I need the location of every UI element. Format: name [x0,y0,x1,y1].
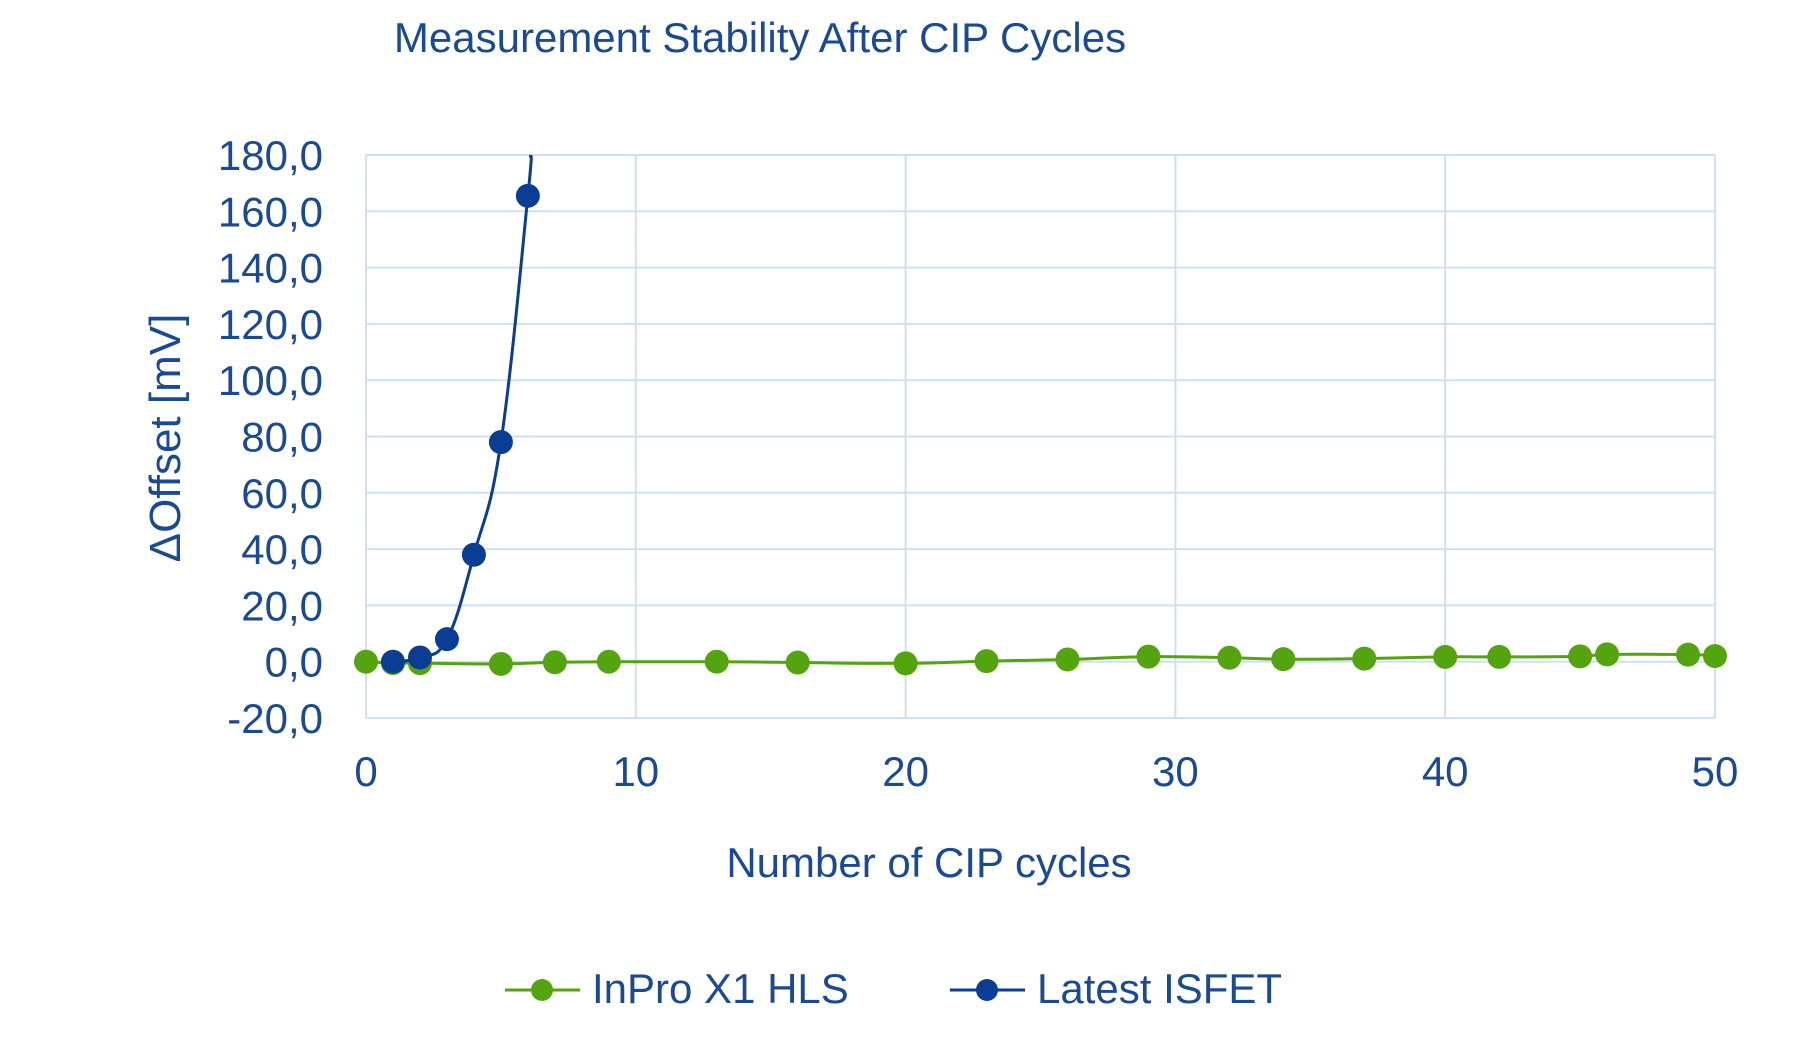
y-tick-label-5: 80,0 [241,414,323,461]
data-point-s0-13 [1271,647,1296,672]
data-point-s0-5 [596,649,621,674]
y-tick-label-8: 140,0 [218,245,323,292]
legend-label-inpro: InPro X1 HLS [592,965,849,1012]
data-point-s1-3 [461,542,486,567]
data-point-s0-14 [1352,646,1377,671]
data-point-s0-19 [1676,642,1701,667]
data-point-s0-7 [785,650,810,675]
legend: InPro X1 HLS Latest ISFET [505,965,1282,1012]
legend-label-isfet: Latest ISFET [1037,965,1282,1012]
x-tick-label-2: 20 [882,748,929,795]
x-axis-label: Number of CIP cycles [726,839,1131,886]
series-layer [354,154,1727,676]
y-tick-label-2: 20,0 [241,582,323,629]
data-point-s0-0 [354,649,378,674]
data-point-s0-3 [488,651,513,676]
data-point-s1-2 [434,627,459,652]
data-point-s0-16 [1487,644,1512,669]
data-point-s0-9 [974,649,999,674]
data-point-s0-4 [542,650,567,675]
chart-title: Measurement Stability After CIP Cycles [394,14,1126,61]
legend-item-inpro: InPro X1 HLS [505,965,849,1012]
y-tick-label-1: 0,0 [265,639,323,686]
grid-layer [365,154,1716,719]
y-axis-label: ΔOffset [mV] [141,314,190,563]
x-axis-ticks: 0 10 20 30 40 50 [354,748,1738,795]
data-point-s0-17 [1568,644,1593,669]
y-tick-label-4: 60,0 [241,470,323,517]
data-point-s0-6 [704,649,729,674]
x-tick-label-1: 10 [612,748,659,795]
x-tick-label-4: 40 [1422,748,1469,795]
y-axis-ticks: -20,0 0,0 20,0 40,0 60,0 80,0 100,0 120,0 140,0 1… [218,132,323,742]
data-point-s1-5 [515,183,540,208]
y-tick-label-6: 100,0 [218,357,323,404]
data-point-s0-12 [1217,645,1242,670]
legend-item-isfet: Latest ISFET [950,965,1282,1012]
data-point-s1-1 [407,645,432,670]
data-point-s0-8 [893,651,918,676]
data-point-s0-11 [1136,644,1161,669]
x-tick-label-0: 0 [354,748,377,795]
legend-marker-inpro [531,979,553,1001]
data-point-s0-15 [1433,644,1458,669]
legend-marker-isfet [976,979,998,1001]
x-tick-label-5: 50 [1692,748,1739,795]
data-point-s1-0 [380,649,405,674]
y-tick-label-9: 160,0 [218,188,323,235]
y-tick-label-7: 120,0 [218,301,323,348]
data-point-s0-18 [1595,642,1620,667]
series-line-1 [392,154,533,664]
y-tick-label-3: 40,0 [241,526,323,573]
data-point-s1-4 [488,430,513,455]
data-point-s0-20 [1703,644,1727,669]
x-tick-label-3: 30 [1152,748,1199,795]
data-point-s0-10 [1055,647,1080,672]
y-tick-label-10: 180,0 [218,132,323,179]
y-tick-label-0: -20,0 [227,695,323,742]
